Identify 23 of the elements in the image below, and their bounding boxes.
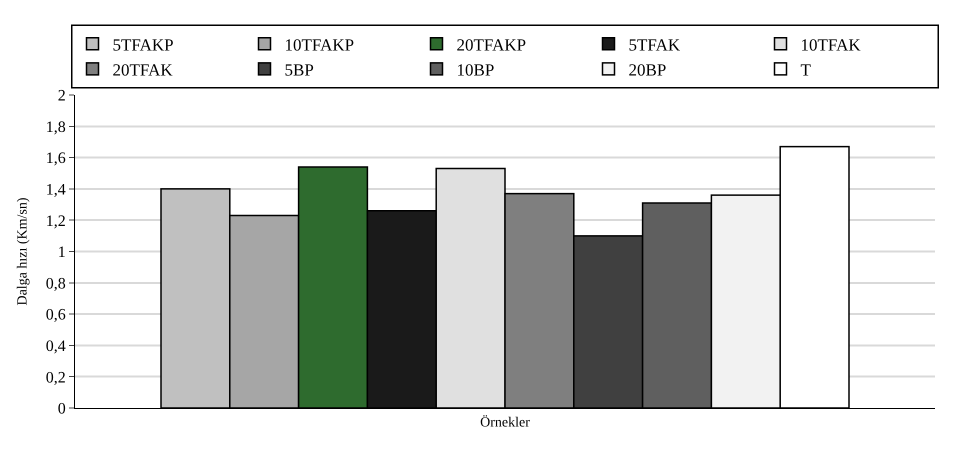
y-tick-label: 0,8 — [46, 275, 66, 292]
x-axis-title: Örnekler — [480, 414, 530, 430]
y-axis-title: Dalga hızı (Km/sn) — [15, 197, 30, 306]
legend-label: 5TFAKP — [112, 35, 174, 54]
legend-label: 20TFAK — [112, 60, 174, 80]
legend-label: 10TFAK — [800, 35, 862, 54]
y-tick-label: 0,4 — [46, 338, 66, 355]
y-tick-label: 1,4 — [46, 182, 66, 198]
y-tick-label: 0,2 — [46, 369, 66, 386]
y-tick-label: 0 — [58, 400, 66, 418]
y-tick-label: 1 — [58, 244, 66, 262]
legend-label: 20TFAKP — [456, 35, 526, 54]
legend-label: 5TFAK — [628, 35, 681, 54]
y-tick-label: 0,6 — [46, 306, 66, 324]
y-tick-label: 1,6 — [46, 150, 66, 168]
legend-label: T — [800, 60, 812, 80]
legend-label: 10BP — [456, 60, 494, 80]
y-tick-label: 2 — [58, 88, 66, 105]
y-tick-label: 1,2 — [46, 212, 66, 230]
y-tick-label: 1,8 — [46, 118, 66, 136]
legend-label: 5BP — [284, 60, 314, 80]
legend-label: 10TFAKP — [284, 35, 354, 54]
legend-label: 20BP — [628, 60, 666, 80]
